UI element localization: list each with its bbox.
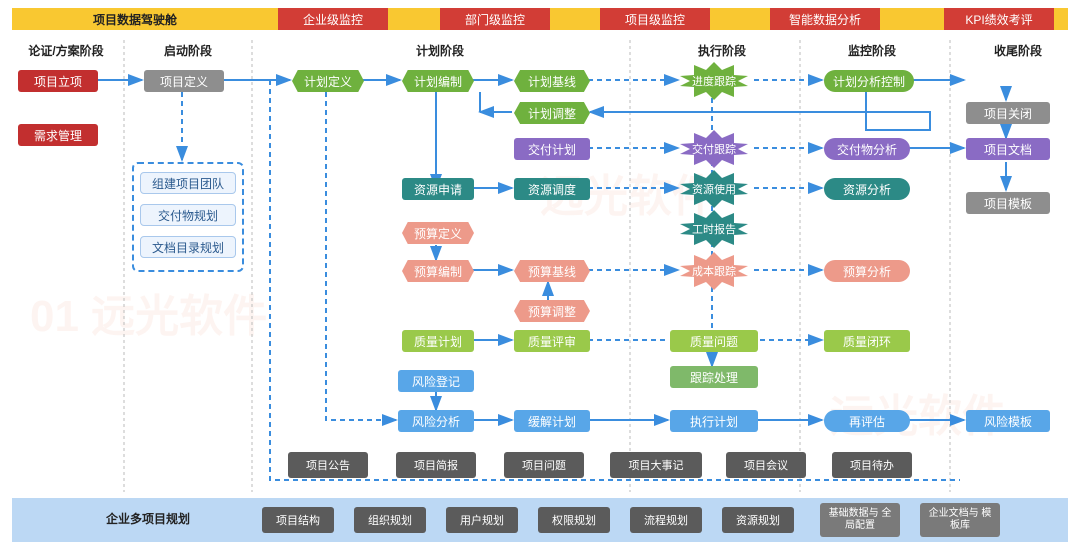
node-budget-def: 预算定义 [402, 222, 474, 244]
burst-cost: 成本跟踪 [676, 252, 752, 290]
node-deliv-sched: 交付计划 [514, 138, 590, 160]
foot-small-1[interactable]: 基础数据与 全局配置 [820, 503, 900, 537]
node-qual-issue: 质量问题 [670, 330, 758, 352]
oval-deliv-anal: 交付物分析 [824, 138, 910, 160]
tab-kpi[interactable]: KPI绩效考评 [944, 8, 1054, 30]
watermark: 01 远光软件 [30, 280, 267, 344]
node-qual-review: 质量评审 [514, 330, 590, 352]
mid-4[interactable]: 项目大事记 [610, 452, 702, 478]
phase-label-5: 监控阶段 [832, 42, 912, 59]
node-risk-reg: 风险登记 [398, 370, 474, 392]
burst-time-rpt: 工时报告 [676, 210, 752, 248]
node-qual-plan: 质量计划 [402, 330, 474, 352]
oval-budget-anal: 预算分析 [824, 260, 910, 282]
node-proj-close: 项目关闭 [966, 102, 1050, 124]
dashboard-title: 项目数据驾驶舱 [12, 8, 258, 30]
foot-1[interactable]: 项目结构 [262, 507, 334, 533]
mid-3[interactable]: 项目问题 [504, 452, 584, 478]
tab-enterprise[interactable]: 企业级监控 [278, 8, 388, 30]
phase-label-2: 启动阶段 [148, 42, 228, 59]
node-res-dispatch: 资源调度 [514, 178, 590, 200]
node-res-apply: 资源申请 [402, 178, 474, 200]
phase-label-4: 执行阶段 [682, 42, 762, 59]
node-risk-tmpl: 风险模板 [966, 410, 1050, 432]
node-req-mgmt: 需求管理 [18, 124, 98, 146]
node-exec-plan: 执行计划 [670, 410, 758, 432]
foot-2[interactable]: 组织规划 [354, 507, 426, 533]
node-plan-adj: 计划调整 [514, 102, 590, 124]
node-budget-adj: 预算调整 [514, 300, 590, 322]
node-plan-def: 计划定义 [292, 70, 364, 92]
mid-6[interactable]: 项目待办 [832, 452, 912, 478]
chip-deliv-plan: 交付物规划 [140, 204, 236, 226]
phase-label-3: 计划阶段 [400, 42, 480, 59]
node-proj-init: 项目立项 [18, 70, 98, 92]
tab-analytics[interactable]: 智能数据分析 [770, 8, 880, 30]
oval-re-eval: 再评估 [824, 410, 910, 432]
tab-project[interactable]: 项目级监控 [600, 8, 710, 30]
node-budget-base: 预算基线 [514, 260, 590, 282]
foot-6[interactable]: 资源规划 [722, 507, 794, 533]
foot-5[interactable]: 流程规划 [630, 507, 702, 533]
node-mitig-plan: 缓解计划 [514, 410, 590, 432]
node-plan-make: 计划编制 [402, 70, 474, 92]
mid-2[interactable]: 项目简报 [396, 452, 476, 478]
burst-progress: 进度跟踪 [676, 62, 752, 100]
foot-4[interactable]: 权限规划 [538, 507, 610, 533]
node-qual-loop: 质量闭环 [824, 330, 910, 352]
burst-deliv: 交付跟踪 [676, 130, 752, 168]
phase-label-1: 论证/方案阶段 [16, 42, 116, 59]
chip-doc-plan: 文档目录规划 [140, 236, 236, 258]
mid-5[interactable]: 项目会议 [726, 452, 806, 478]
mid-1[interactable]: 项目公告 [288, 452, 368, 478]
node-proj-doc: 项目文档 [966, 138, 1050, 160]
node-budget-make: 预算编制 [402, 260, 474, 282]
node-trk-handle: 跟踪处理 [670, 366, 758, 388]
oval-res-anal: 资源分析 [824, 178, 910, 200]
phase-label-6: 收尾阶段 [978, 42, 1058, 59]
footer-title: 企业多项目规划 [100, 510, 196, 527]
foot-3[interactable]: 用户规划 [446, 507, 518, 533]
oval-plan-ctrl: 计划分析控制 [824, 70, 914, 92]
foot-small-2[interactable]: 企业文档与 模板库 [920, 503, 1000, 537]
node-proj-tmpl: 项目模板 [966, 192, 1050, 214]
node-plan-base: 计划基线 [514, 70, 590, 92]
node-risk-anal: 风险分析 [398, 410, 474, 432]
tab-department[interactable]: 部门级监控 [440, 8, 550, 30]
node-proj-def: 项目定义 [144, 70, 224, 92]
burst-res-use: 资源使用 [676, 170, 752, 208]
chip-team: 组建项目团队 [140, 172, 236, 194]
